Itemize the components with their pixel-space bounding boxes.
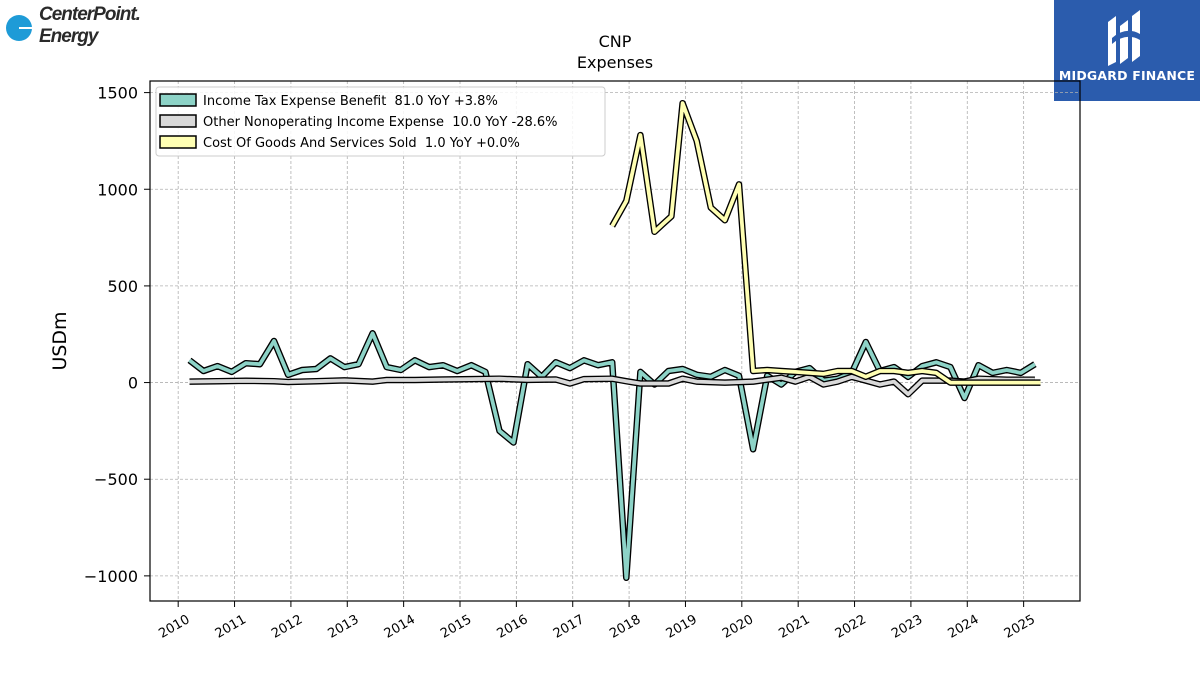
x-tick-label: 2024: [945, 612, 981, 642]
x-tick-label: 2021: [776, 612, 812, 642]
series-lines: [187, 99, 1041, 582]
legend-swatch: [159, 135, 197, 149]
x-tick-label: 2025: [1002, 612, 1038, 642]
x-tick-label: 2019: [664, 612, 700, 642]
x-tick-label: 2017: [551, 612, 587, 642]
y-axis-label: USDm: [49, 311, 71, 370]
logo-text-line2: Energy: [39, 26, 98, 47]
x-tick-label: 2013: [325, 612, 361, 642]
series-3-outline: [609, 99, 1041, 386]
x-tick-label: 2023: [889, 612, 925, 642]
x-tick-label: 2011: [213, 612, 249, 642]
x-axis-ticks: 2010 2011 2012 2013 2014 2015 2016 2017 2018 2019…: [156, 601, 1038, 642]
y-tick-label: 1500: [97, 84, 138, 103]
legend-swatch: [159, 114, 197, 128]
x-tick-label: 2018: [607, 612, 643, 642]
grid: [150, 81, 1080, 601]
legend-label: Income Tax Expense Benefit 81.0 YoY +3.8…: [203, 94, 498, 109]
x-tick-label: 2014: [382, 612, 418, 642]
centerpoint-energy-logo: CenterPoint. Energy: [6, 4, 146, 54]
midgard-emblem-icon: [1108, 10, 1140, 66]
series-1-line: [188, 331, 1036, 580]
y-axis-ticks: −1000 −500 0 500 1000 1500: [84, 84, 150, 586]
midgard-finance-logo: MIDGARD FINANCE: [1054, 0, 1200, 101]
y-tick-label: 1000: [97, 180, 138, 199]
y-tick-label: −1000: [84, 567, 138, 586]
legend-label: Other Nonoperating Income Expense 10.0 Y…: [203, 115, 558, 130]
legend-label: Cost Of Goods And Services Sold 1.0 YoY …: [203, 136, 520, 151]
x-tick-label: 2022: [833, 612, 869, 642]
midgard-finance-label: MIDGARD FINANCE: [1058, 68, 1196, 83]
y-tick-label: −500: [94, 470, 138, 489]
x-tick-label: 2016: [495, 612, 531, 642]
legend-box: [155, 86, 606, 157]
series-2-line: [189, 374, 1035, 397]
x-tick-label: 2020: [720, 612, 756, 642]
logo-line: [19, 27, 39, 29]
plot-frame: [149, 80, 1081, 602]
x-tick-label: 2015: [438, 612, 474, 642]
series-3-line: [610, 101, 1041, 385]
legend-swatch: [159, 93, 197, 107]
chart-title: CNP: [599, 32, 632, 51]
logo-text-line1: CenterPoint.: [39, 4, 141, 25]
y-tick-label: 0: [128, 374, 138, 393]
x-tick-label: 2010: [156, 612, 192, 642]
legend: Income Tax Expense Benefit 81.0 YoY +3.8…: [155, 86, 606, 157]
x-tick-label: 2012: [269, 612, 305, 642]
chart-subtitle: Expenses: [577, 53, 653, 72]
y-tick-label: 500: [107, 277, 138, 296]
